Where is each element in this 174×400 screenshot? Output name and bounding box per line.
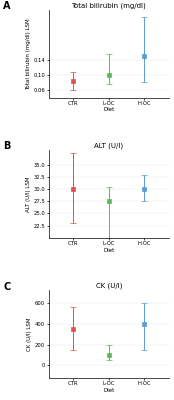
Y-axis label: CK (U/l) LSM: CK (U/l) LSM — [27, 318, 32, 351]
X-axis label: Diet: Diet — [103, 248, 114, 253]
X-axis label: Diet: Diet — [103, 108, 114, 112]
Title: Total bilirubin (mg/dl): Total bilirubin (mg/dl) — [71, 2, 146, 9]
Title: ALT (U/l): ALT (U/l) — [94, 142, 123, 149]
Text: A: A — [3, 1, 11, 11]
Y-axis label: Total bilirubin (mg/dl) LSM: Total bilirubin (mg/dl) LSM — [26, 18, 31, 90]
Text: B: B — [3, 142, 10, 152]
Text: C: C — [3, 282, 10, 292]
X-axis label: Diet: Diet — [103, 388, 114, 393]
Y-axis label: ALT (U/l) LSM: ALT (U/l) LSM — [26, 176, 31, 212]
Title: CK (U/l): CK (U/l) — [96, 283, 122, 289]
